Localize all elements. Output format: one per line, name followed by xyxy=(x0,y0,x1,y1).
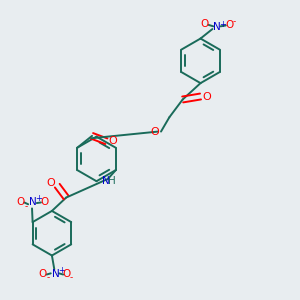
Text: O: O xyxy=(40,197,49,207)
Text: O: O xyxy=(150,127,159,136)
Text: O: O xyxy=(63,269,71,279)
Text: N: N xyxy=(101,176,109,186)
Text: H: H xyxy=(108,176,116,186)
Text: -: - xyxy=(232,17,236,26)
Text: N: N xyxy=(213,22,221,32)
Text: O: O xyxy=(39,269,47,279)
Text: O: O xyxy=(225,20,233,30)
Text: O: O xyxy=(201,19,209,29)
Text: N: N xyxy=(29,197,37,208)
Text: O: O xyxy=(16,197,25,207)
Text: O: O xyxy=(202,92,211,101)
Text: O: O xyxy=(46,178,55,188)
Text: +: + xyxy=(58,266,65,275)
Text: N: N xyxy=(52,269,59,279)
Text: O: O xyxy=(108,136,117,146)
Text: +: + xyxy=(219,20,226,29)
Text: -: - xyxy=(24,202,28,211)
Text: +: + xyxy=(35,194,42,203)
Text: -: - xyxy=(70,274,73,283)
Text: -: - xyxy=(46,274,50,283)
